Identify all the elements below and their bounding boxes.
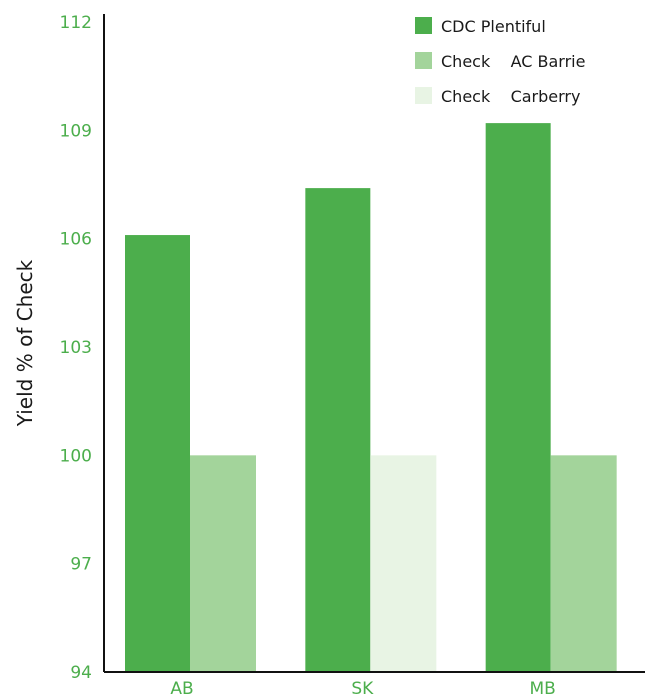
bar-cdc-plentiful-mb (485, 123, 551, 673)
bar-check-sk (370, 455, 437, 672)
legend-swatch (415, 87, 432, 104)
x-category-label: SK (351, 679, 374, 698)
bar-cdc-plentiful-sk (305, 188, 371, 672)
y-tick-label: 100 (60, 446, 92, 466)
y-tick-label: 97 (70, 555, 92, 575)
legend-label: Check AC Barrie (441, 52, 585, 71)
bar-check-ab (190, 455, 256, 672)
y-tick-label: 106 (60, 230, 92, 250)
y-tick-label: 109 (60, 121, 92, 141)
legend-swatch (415, 17, 432, 34)
x-category-label: MB (529, 679, 555, 698)
legend-swatch (415, 52, 432, 69)
bar-check-mb (550, 455, 617, 672)
y-tick-labels: 94 97 100 103 106 109 112 (60, 13, 92, 683)
y-tick-label: 94 (70, 663, 92, 683)
bars-layer (125, 123, 617, 673)
legend: CDC Plentiful Check AC Barrie Check Carber… (415, 17, 585, 106)
x-tick-labels: AB SK MB (170, 679, 555, 698)
y-axis-title: Yield % of Check (13, 259, 37, 427)
y-tick-label: 112 (60, 13, 92, 33)
legend-label: Check Carberry (441, 87, 580, 106)
legend-label: CDC Plentiful (441, 17, 546, 36)
x-category-label: AB (170, 679, 193, 698)
y-tick-label: 103 (60, 338, 92, 358)
bar-cdc-plentiful-ab (125, 235, 190, 673)
axes-layer (103, 14, 645, 673)
